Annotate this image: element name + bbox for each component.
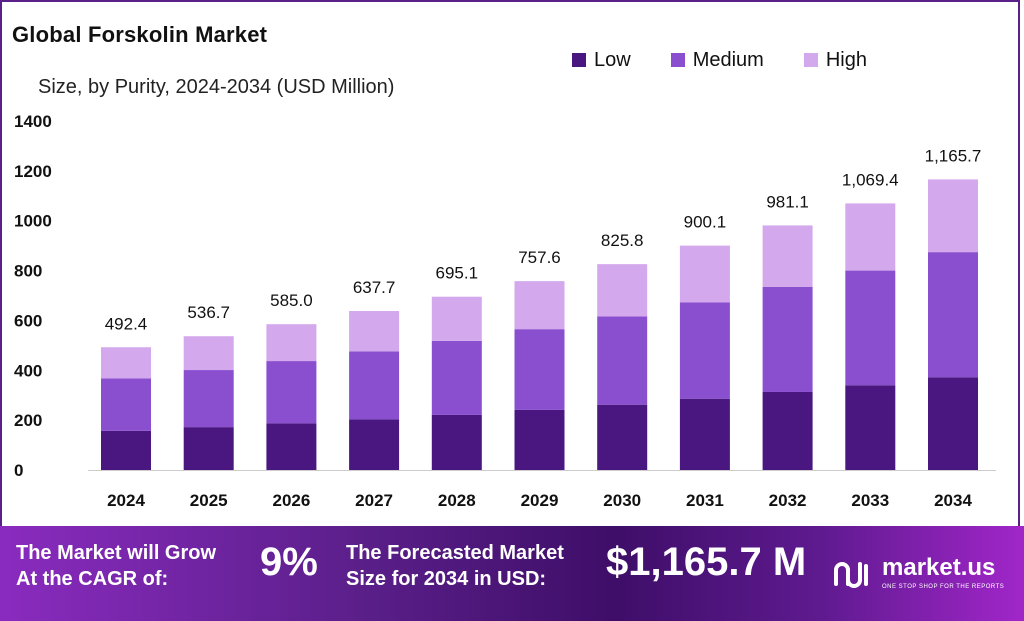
bar-low-2028 [431, 414, 482, 470]
cagr-label-line2: At the CAGR of: [16, 568, 169, 590]
legend-label-high: High [825, 48, 867, 71]
y-tick-label: 1400 [14, 112, 52, 131]
bar-high-2028 [431, 296, 482, 341]
x-tick-label: 2027 [355, 491, 393, 510]
bar-high-2030 [597, 264, 648, 317]
y-tick-label: 200 [14, 411, 42, 430]
bar-low-2025 [183, 427, 234, 470]
total-label: 825.8 [601, 231, 644, 250]
forecast-label: The Forecasted Market Size for 2034 in U… [346, 540, 564, 592]
total-label: 536.7 [187, 303, 230, 322]
bar-medium-2025 [183, 370, 234, 428]
total-label: 981.1 [766, 192, 809, 211]
total-label: 695.1 [436, 264, 479, 283]
bar-medium-2032 [762, 286, 813, 392]
x-tick-label: 2032 [769, 491, 807, 510]
cagr-value: 9% [260, 540, 318, 584]
bar-medium-2027 [349, 351, 400, 420]
bar-medium-2033 [845, 270, 896, 386]
y-tick-label: 1200 [14, 162, 52, 181]
bar-high-2034 [928, 179, 978, 253]
x-tick-label: 2033 [851, 491, 889, 510]
bar-medium-2024 [101, 378, 151, 431]
total-label: 900.1 [684, 213, 727, 232]
market-us-logo: market.us ONE STOP SHOP FOR THE REPORTS [832, 550, 1022, 600]
x-tick-label: 2031 [686, 491, 724, 510]
legend-item-low: Low [572, 49, 631, 72]
bar-low-2033 [845, 385, 896, 470]
bar-low-2027 [349, 419, 400, 470]
bar-low-2024 [101, 430, 151, 470]
y-tick-label: 0 [14, 461, 23, 480]
legend-swatch-medium [670, 53, 685, 67]
x-tick-label: 2028 [438, 491, 476, 510]
x-tick-label: 2029 [521, 491, 559, 510]
bar-low-2034 [928, 377, 978, 470]
x-tick-label: 2030 [603, 491, 641, 510]
bar-medium-2029 [514, 329, 565, 410]
y-tick-label: 400 [14, 361, 42, 380]
bar-high-2024 [101, 347, 151, 379]
forecast-label-line1: The Forecasted Market [346, 542, 564, 564]
bar-chart: 0 200 400 600 800 1000 1200 1400 492.4 2024 536.7 2… [14, 112, 996, 510]
bar-low-2030 [597, 404, 648, 470]
y-tick-label: 800 [14, 262, 42, 281]
x-tick-label: 2034 [934, 491, 972, 510]
bar-high-2032 [762, 225, 813, 287]
bar-low-2032 [762, 391, 813, 470]
bar-high-2025 [183, 336, 234, 371]
legend-item-high: High [803, 48, 867, 72]
y-tick-label: 1000 [14, 212, 52, 231]
bar-medium-2030 [597, 316, 648, 405]
chart-legend: Low Medium High [572, 48, 907, 72]
total-label: 492.4 [105, 314, 148, 333]
forecast-value: $1,165.7 M [606, 540, 807, 584]
y-tick-label: 600 [14, 311, 42, 330]
legend-swatch-high [803, 53, 818, 67]
bar-medium-2031 [679, 302, 730, 399]
chart-title: Global Forskolin Market [12, 22, 268, 47]
bar-medium-2028 [431, 340, 482, 415]
cagr-label: The Market will Grow At the CAGR of: [16, 540, 216, 592]
bar-low-2026 [266, 423, 317, 470]
x-tick-label: 2024 [107, 491, 145, 510]
total-label: 757.6 [518, 248, 561, 267]
x-tick-label: 2026 [272, 491, 310, 510]
x-tick-label: 2025 [190, 491, 228, 510]
bar-medium-2026 [266, 361, 317, 424]
bar-high-2026 [266, 324, 317, 362]
total-label: 637.7 [353, 278, 396, 297]
legend-swatch-low [572, 53, 586, 67]
cagr-label-line1: The Market will Grow [16, 542, 217, 564]
bar-high-2031 [679, 245, 730, 303]
market-us-logo-icon [834, 562, 868, 588]
chart-subtitle: Size, by Purity, 2024-2034 (USD Million) [38, 76, 395, 98]
bar-low-2029 [514, 409, 565, 470]
legend-item-medium: Medium [670, 48, 764, 72]
logo-name: market.us [882, 554, 996, 581]
total-label: 1,165.7 [925, 146, 982, 165]
bar-high-2029 [514, 281, 565, 330]
logo-tagline: ONE STOP SHOP FOR THE REPORTS [882, 584, 1005, 590]
bar-medium-2034 [928, 252, 978, 378]
forecast-label-line2: Size for 2034 in USD: [346, 568, 547, 590]
bar-high-2033 [845, 203, 896, 271]
bar-high-2027 [349, 311, 400, 352]
legend-label-medium: Medium [692, 48, 764, 71]
bar-low-2031 [679, 398, 730, 470]
summary-banner: The Market will Grow At the CAGR of: 9% … [0, 526, 1024, 621]
total-label: 1,069.4 [842, 170, 899, 189]
total-label: 585.0 [270, 291, 313, 310]
legend-label-low: Low [594, 48, 631, 71]
